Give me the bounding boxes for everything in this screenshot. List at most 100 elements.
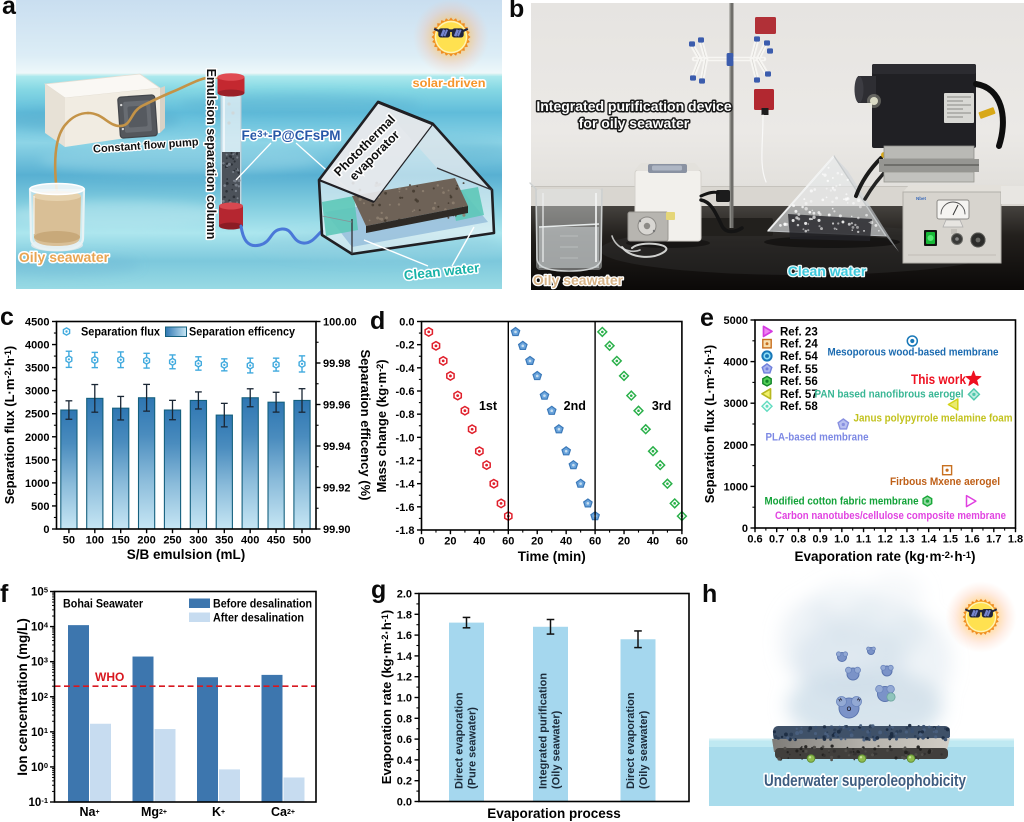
svg-text:102: 102 [31,691,48,704]
svg-text:1.1: 1.1 [856,534,871,546]
svg-text:5000: 5000 [724,315,748,327]
svg-text:0.6: 0.6 [747,534,762,546]
svg-text:Direct evaporation: Direct evaporation [454,692,466,789]
svg-text:3000: 3000 [724,398,748,410]
svg-text:0: 0 [43,524,49,536]
svg-text:Ref. 54: Ref. 54 [780,351,818,363]
svg-text:1.3: 1.3 [899,534,914,546]
svg-text:20: 20 [444,536,456,548]
svg-text:1.0: 1.0 [834,534,849,546]
svg-text:Oily seawater: Oily seawater [19,249,110,265]
svg-text:99.90: 99.90 [323,524,351,536]
svg-text:PAN based nanofibrous aerogel: PAN based nanofibrous aerogel [815,389,964,401]
svg-text:99.98: 99.98 [323,358,351,370]
svg-text:0.0: 0.0 [399,317,414,329]
svg-text:Mesoporous wood-based membrane: Mesoporous wood-based membrane [828,347,999,359]
svg-text:Mass change (kg·m-2): Mass change (kg·m-2) [374,359,389,492]
svg-text:250: 250 [163,535,181,547]
svg-text:101: 101 [31,726,48,739]
svg-text:4000: 4000 [724,357,748,369]
svg-text:a: a [2,0,17,20]
svg-text:0.6: 0.6 [397,734,412,746]
svg-text:40: 40 [647,536,659,548]
svg-text:20: 20 [618,536,630,548]
svg-text:d: d [370,307,385,335]
svg-text:1500: 1500 [25,455,49,467]
svg-text:20: 20 [531,536,543,548]
svg-text:Evaporation process: Evaporation process [487,806,621,821]
svg-text:450: 450 [267,535,285,547]
svg-text:1.0: 1.0 [397,693,412,705]
svg-text:-1.6: -1.6 [396,502,415,514]
svg-text:Na+: Na+ [79,805,99,819]
svg-text:c: c [0,303,14,331]
svg-text:Separation flux: Separation flux [81,327,161,339]
svg-text:50: 50 [63,535,75,547]
svg-text:-1.2: -1.2 [396,456,415,468]
svg-text:350: 350 [215,535,233,547]
svg-text:This work: This work [911,372,966,387]
svg-text:1.4: 1.4 [397,651,413,663]
svg-text:150: 150 [112,535,130,547]
svg-text:2nd: 2nd [564,399,586,413]
svg-text:Fe3+-P@CFsPM: Fe3+-P@CFsPM [242,128,341,143]
svg-text:0.0: 0.0 [397,797,412,809]
svg-text:Separation efficency: Separation efficency [189,327,296,339]
svg-text:10-1: 10-1 [29,796,48,809]
svg-text:60: 60 [502,536,514,548]
svg-text:Separation flux (L·m-2·h-1): Separation flux (L·m-2·h-1) [702,345,717,504]
svg-text:0: 0 [742,523,748,535]
svg-text:Oily seawater: Oily seawater [533,272,624,288]
svg-text:S/B emulsion (mL): S/B emulsion (mL) [127,547,246,562]
svg-text:3000: 3000 [25,386,49,398]
svg-text:Ref. 23: Ref. 23 [780,326,818,338]
svg-text:Direct evaporation: Direct evaporation [625,692,637,789]
svg-text:0.8: 0.8 [791,534,806,546]
svg-text:WHO: WHO [95,670,124,684]
svg-text:(Oily seawater): (Oily seawater) [551,710,563,789]
svg-text:-0.6: -0.6 [396,386,415,398]
svg-text:3rd: 3rd [652,399,671,413]
svg-text:Firbous Mxene aerogel: Firbous Mxene aerogel [890,476,1000,488]
svg-text:Separation efficency (%): Separation efficency (%) [358,350,373,501]
svg-text:Evaporation rate (kg·m-2·h-1): Evaporation rate (kg·m-2·h-1) [794,549,975,564]
svg-text:Ref. 56: Ref. 56 [780,376,818,388]
svg-text:Time (min): Time (min) [518,549,586,564]
svg-text:99.96: 99.96 [323,400,351,412]
svg-text:1.7: 1.7 [986,534,1001,546]
svg-text:99.92: 99.92 [323,483,351,495]
svg-text:0.7: 0.7 [769,534,784,546]
svg-text:Ref. 55: Ref. 55 [780,364,818,376]
svg-text:-0.4: -0.4 [396,363,416,375]
svg-text:(Pure seawater): (Pure seawater) [467,707,479,789]
svg-text:PLA-based membrane: PLA-based membrane [766,432,869,444]
svg-text:Underwater superoleophobicity: Underwater superoleophobicity [764,772,967,790]
svg-text:4500: 4500 [25,317,49,329]
svg-text:Clean water: Clean water [788,263,867,279]
svg-text:1.6: 1.6 [964,534,979,546]
svg-text:Janus polypyrrole melamine foa: Janus polypyrrole melamine foam [854,413,1013,425]
svg-text:H: H [838,697,843,703]
svg-text:60: 60 [676,536,688,548]
svg-text:-0.2: -0.2 [396,340,415,352]
svg-text:103: 103 [31,656,48,669]
svg-text:0: 0 [418,536,424,548]
svg-text:Nbet: Nbet [916,196,927,201]
svg-text:0.8: 0.8 [397,713,412,725]
svg-text:Ref. 24: Ref. 24 [780,339,818,351]
svg-text:Ca2+: Ca2+ [271,805,295,819]
svg-text:0.9: 0.9 [812,534,827,546]
svg-text:1.6: 1.6 [397,630,412,642]
svg-text:Bohai Seawater: Bohai Seawater [63,597,143,611]
svg-text:40: 40 [473,536,485,548]
svg-text:60: 60 [589,536,601,548]
svg-text:1.8: 1.8 [1008,534,1023,546]
svg-text:-0.8: -0.8 [396,409,415,421]
svg-text:2.0: 2.0 [397,589,412,601]
svg-text:Before desalination: Before desalination [213,597,312,611]
svg-text:h: h [702,580,717,608]
svg-text:100: 100 [31,761,48,774]
svg-text:-1.8: -1.8 [396,525,415,537]
svg-text:e: e [700,304,714,332]
svg-text:solar-driven: solar-driven [413,78,486,90]
